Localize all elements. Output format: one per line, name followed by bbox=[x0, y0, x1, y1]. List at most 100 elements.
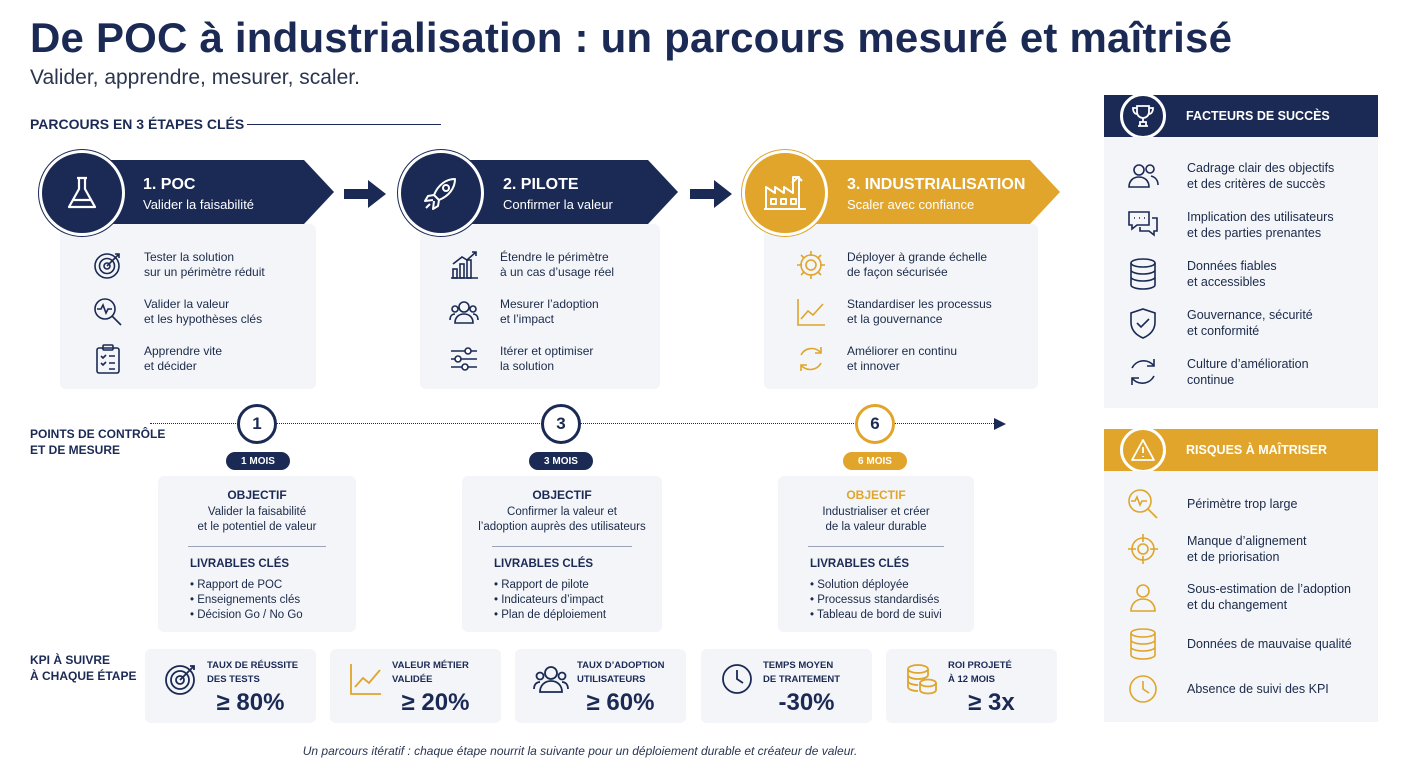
success-item: Cadrage clair des objectifs et des critèr… bbox=[1126, 159, 1334, 193]
item-line-1: Sous-estimation de l’adoption bbox=[1187, 582, 1351, 596]
checkpoint-marker: 1 bbox=[237, 404, 277, 444]
deliverable-item: • Rapport de POC bbox=[190, 579, 283, 591]
flask-icon bbox=[39, 150, 125, 236]
kpi-card: TAUX D’ADOPTION UTILISATEURS ≥ 60% bbox=[515, 649, 686, 723]
clock-icon bbox=[1126, 672, 1160, 706]
item-line-2: la solution bbox=[500, 359, 555, 373]
warning-icon bbox=[1120, 427, 1166, 473]
stage-item: Standardiser les processus et la gouverna… bbox=[795, 296, 992, 328]
risk-item: Périmètre trop large bbox=[1126, 487, 1297, 521]
item-line-2: et décider bbox=[144, 359, 197, 373]
success-panel: FACTEURS DE SUCCÈS Cadrage clair des obj… bbox=[1104, 93, 1378, 408]
kpi-value: ≥ 60% bbox=[586, 689, 655, 716]
kpi-value: ≥ 3x bbox=[968, 689, 1015, 716]
item-line-2: et des critères de succès bbox=[1187, 177, 1326, 191]
deliverables-heading: LIVRABLES CLÉS bbox=[494, 558, 594, 570]
kpi-title: ROI PROJETÉ À 12 MOIS bbox=[948, 659, 1012, 687]
item-line-2: et l’impact bbox=[500, 312, 555, 326]
objective-line-1: Valider la faisabilité bbox=[207, 506, 307, 518]
objective-card: OBJECTIF Industrialiser et créer de la va… bbox=[778, 476, 974, 632]
risk-item: Sous-estimation de l’adoption et du chang… bbox=[1126, 580, 1351, 614]
success-item: Gouvernance, sécurité et conformité bbox=[1126, 306, 1313, 340]
kpi-value: ≥ 80% bbox=[216, 689, 285, 716]
item-line-1: Culture d’amélioration bbox=[1187, 357, 1309, 371]
stage-subtitle: Valider la faisabilité bbox=[143, 197, 255, 212]
checkpoint-duration: 6 MOIS bbox=[843, 452, 907, 470]
item-line-1: Itérer et optimiser bbox=[500, 344, 594, 358]
line-chart-icon bbox=[795, 296, 827, 328]
item-line-1: Améliorer en continu bbox=[847, 344, 958, 358]
kpi-value: ≥ 20% bbox=[401, 689, 470, 716]
stage-banner-poc: 1. POC Valider la faisabilité bbox=[100, 160, 334, 224]
users-icon bbox=[533, 666, 569, 693]
database-icon bbox=[1126, 627, 1160, 661]
item-line-2: sur un périmètre réduit bbox=[144, 265, 265, 279]
deliverables-heading: LIVRABLES CLÉS bbox=[190, 558, 290, 570]
kpi-title: VALEUR MÉTIER VALIDÉE bbox=[392, 659, 469, 687]
item-line-1: Données fiables bbox=[1187, 259, 1277, 273]
crosshair-icon bbox=[1126, 532, 1160, 566]
divider bbox=[492, 546, 632, 547]
clock-icon bbox=[722, 664, 752, 694]
kpi-title-line-2: UTILISATEURS bbox=[577, 674, 646, 685]
item-line-1: Tester la solution bbox=[144, 250, 235, 264]
stage-item: Mesurer l’adoption et l’impact bbox=[448, 296, 599, 328]
item-line-2: et innover bbox=[847, 359, 900, 373]
stage-name: 3. INDUSTRIALISATION bbox=[847, 176, 1026, 193]
kpi-label: KPI À SUIVRE À CHAQUE ÉTAPE bbox=[30, 652, 136, 684]
kpi-title: TAUX DE RÉUSSITE DES TESTS bbox=[207, 659, 298, 687]
item-line-1: Déployer à grande échelle bbox=[847, 250, 988, 264]
deliverable-item: • Tableau de bord de suivi bbox=[810, 609, 942, 621]
arrow-right-icon bbox=[344, 180, 386, 208]
stage-banner-pilote: 2. PILOTE Confirmer la valeur bbox=[458, 160, 678, 224]
deliverable-item: • Solution déployée bbox=[810, 579, 909, 591]
item-line-1: Gouvernance, sécurité bbox=[1187, 308, 1313, 322]
objective-heading: OBJECTIF bbox=[532, 488, 592, 502]
item-line-2: et de priorisation bbox=[1187, 550, 1280, 564]
magnifier-pulse-icon bbox=[1126, 487, 1160, 521]
success-header: FACTEURS DE SUCCÈS bbox=[1104, 93, 1378, 139]
chat-icon bbox=[1126, 208, 1160, 242]
line-chart-icon bbox=[350, 664, 381, 695]
stage-item: Déployer à grande échelle de façon sécuri… bbox=[795, 249, 987, 281]
target-icon bbox=[165, 665, 195, 695]
checkpoint-marker: 6 bbox=[855, 404, 895, 444]
kpi-title-line-1: TEMPS MOYEN bbox=[763, 660, 834, 671]
item-line-2: et les hypothèses clés bbox=[144, 312, 263, 326]
deliverable-item: • Enseignements clés bbox=[190, 594, 301, 606]
trophy-icon bbox=[1120, 93, 1166, 139]
objective-line-2: de la valeur durable bbox=[825, 521, 927, 533]
page-subtitle: Valider, apprendre, mesurer, scaler. bbox=[30, 66, 360, 89]
item-line-1: Manque d’alignement bbox=[1187, 534, 1307, 548]
kpi-title-line-1: TAUX D’ADOPTION bbox=[577, 660, 665, 671]
user-icon bbox=[1126, 580, 1160, 614]
kpi-title-line-2: VALIDÉE bbox=[392, 674, 433, 685]
stage-item: Étendre le périmètre à un cas d’usage rée… bbox=[448, 249, 614, 281]
label-line-2: ET DE MESURE bbox=[30, 443, 121, 457]
page-title: De POC à industrialisation : un parcours… bbox=[30, 14, 1233, 61]
risk-item: Manque d’alignement et de priorisation bbox=[1126, 532, 1307, 566]
success-item: Culture d’amélioration continue bbox=[1126, 355, 1309, 389]
item-line-2: de façon sécurisée bbox=[847, 265, 948, 279]
stage-banner-industrialisation: 3. INDUSTRIALISATION Scaler avec confian… bbox=[800, 160, 1060, 224]
sliders-icon bbox=[448, 343, 480, 375]
item-line-1: Données de mauvaise qualité bbox=[1187, 637, 1352, 651]
bar-chart-icon bbox=[448, 249, 480, 281]
success-item: Implication des utilisateurs et des parti… bbox=[1126, 208, 1334, 242]
item-line-2: et des parties prenantes bbox=[1187, 226, 1322, 240]
stage-item: Tester la solution sur un périmètre rédui… bbox=[92, 249, 265, 281]
kpi-title-line-1: TAUX DE RÉUSSITE bbox=[207, 660, 299, 671]
kpi-title-line-1: ROI PROJETÉ bbox=[948, 660, 1012, 671]
objective-heading: OBJECTIF bbox=[227, 488, 287, 502]
checkpoints-label: POINTS DE CONTRÔLE ET DE MESURE bbox=[30, 426, 165, 458]
item-line-2: continue bbox=[1187, 373, 1235, 387]
users-icon bbox=[448, 296, 480, 328]
kpi-title: TEMPS MOYEN DE TRAITEMENT bbox=[763, 659, 840, 687]
stage-item: Améliorer en continu et innover bbox=[795, 343, 957, 375]
success-item: Données fiables et accessibles bbox=[1126, 257, 1277, 291]
item-line-1: Absence de suivi des KPI bbox=[1187, 682, 1329, 696]
factory-icon bbox=[742, 150, 828, 236]
kpi-title-line-2: À 12 MOIS bbox=[948, 674, 995, 685]
kpi-title-line-1: VALEUR MÉTIER bbox=[392, 660, 469, 671]
kpi-title-line-2: DES TESTS bbox=[207, 674, 260, 685]
